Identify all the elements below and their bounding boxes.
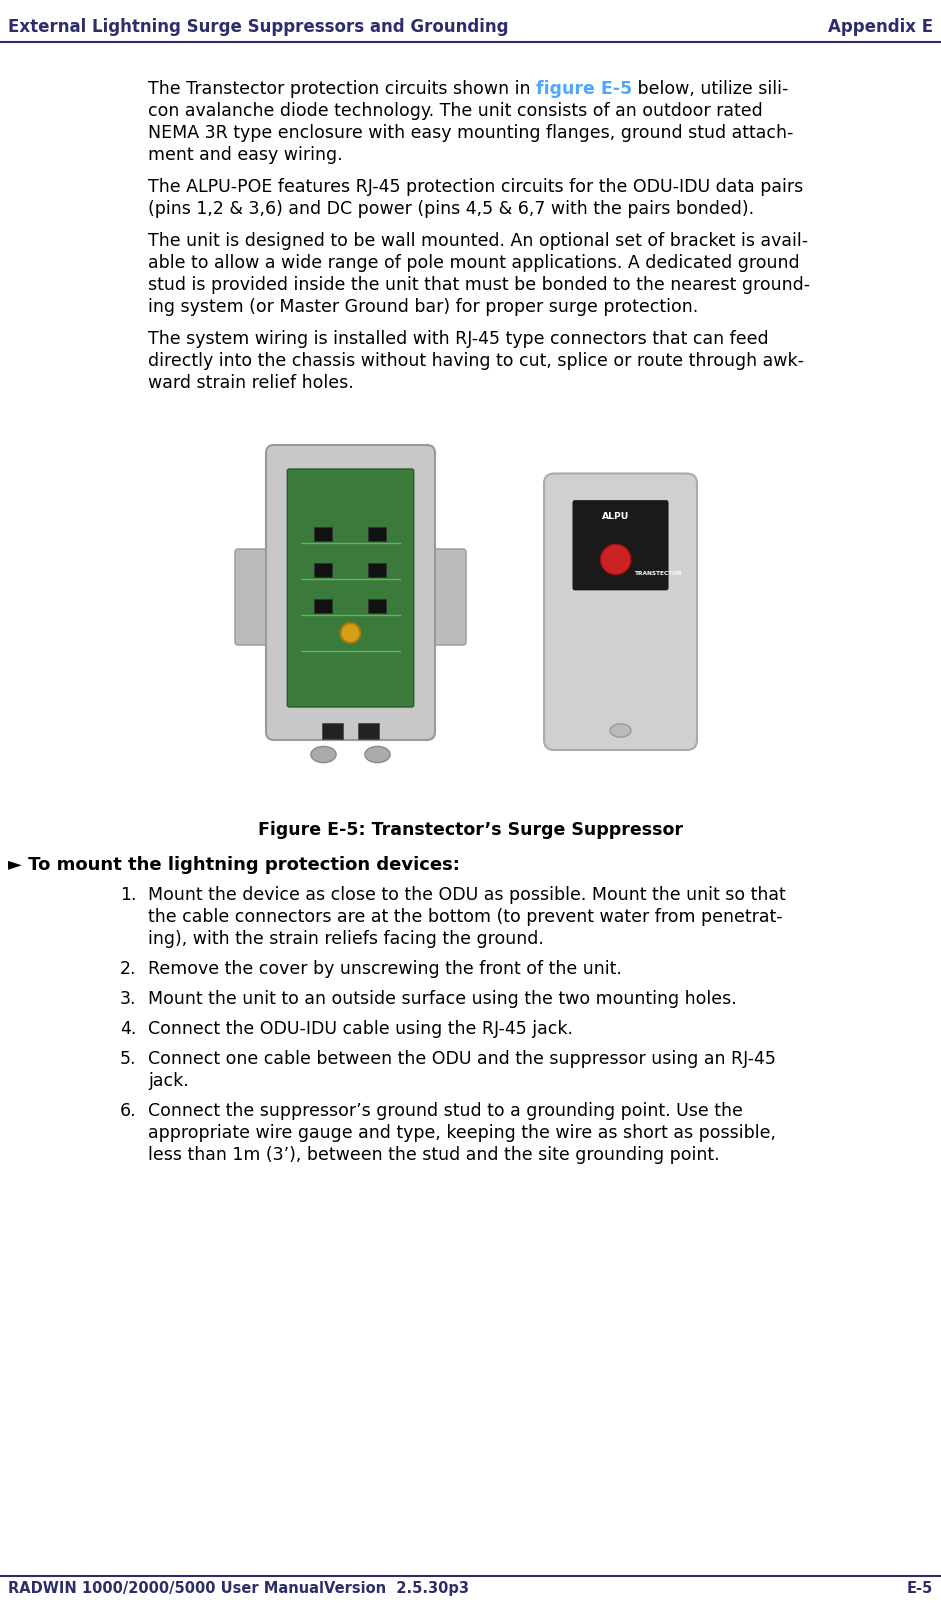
Text: (pins 1,2 & 3,6) and DC power (pins 4,5 & 6,7 with the pairs bonded).: (pins 1,2 & 3,6) and DC power (pins 4,5 … bbox=[148, 200, 754, 218]
Bar bbox=[314, 563, 332, 577]
Bar bbox=[314, 526, 332, 541]
Bar bbox=[369, 563, 387, 577]
Ellipse shape bbox=[341, 622, 360, 643]
Text: 2.: 2. bbox=[120, 961, 136, 978]
Text: ALPU: ALPU bbox=[601, 512, 629, 521]
Text: 6.: 6. bbox=[120, 1102, 136, 1120]
Ellipse shape bbox=[311, 746, 336, 762]
Ellipse shape bbox=[610, 723, 631, 738]
FancyBboxPatch shape bbox=[287, 468, 414, 707]
Text: the cable connectors are at the bottom (to prevent water from penetrat-: the cable connectors are at the bottom (… bbox=[148, 908, 783, 926]
Text: The ALPU-POE features RJ-45 protection circuits for the ODU-IDU data pairs: The ALPU-POE features RJ-45 protection c… bbox=[148, 178, 804, 196]
Text: The system wiring is installed with RJ-45 type connectors that can feed: The system wiring is installed with RJ-4… bbox=[148, 330, 769, 348]
Ellipse shape bbox=[600, 544, 631, 574]
Text: ing system (or Master Ground bar) for proper surge protection.: ing system (or Master Ground bar) for pr… bbox=[148, 298, 698, 316]
FancyBboxPatch shape bbox=[420, 549, 466, 645]
FancyBboxPatch shape bbox=[544, 473, 697, 751]
Text: ► To mount the lightning protection devices:: ► To mount the lightning protection devi… bbox=[8, 857, 460, 874]
Text: 3.: 3. bbox=[120, 990, 136, 1007]
FancyBboxPatch shape bbox=[266, 444, 435, 739]
Text: Figure E-5: Transtector’s Surge Suppressor: Figure E-5: Transtector’s Surge Suppress… bbox=[258, 821, 683, 839]
Text: The Transtector protection circuits shown in: The Transtector protection circuits show… bbox=[148, 80, 536, 98]
Text: RADWIN 1000/2000/5000 User ManualVersion  2.5.30p3: RADWIN 1000/2000/5000 User ManualVersion… bbox=[8, 1582, 469, 1596]
Bar bbox=[369, 526, 387, 541]
Text: figure E-5: figure E-5 bbox=[536, 80, 632, 98]
Text: External Lightning Surge Suppressors and Grounding: External Lightning Surge Suppressors and… bbox=[8, 18, 508, 35]
FancyBboxPatch shape bbox=[235, 549, 281, 645]
Text: TRANSTECTOR: TRANSTECTOR bbox=[635, 571, 682, 576]
Text: ment and easy wiring.: ment and easy wiring. bbox=[148, 146, 343, 164]
Text: 1.: 1. bbox=[120, 885, 136, 905]
Text: Connect one cable between the ODU and the suppressor using an RJ-45: Connect one cable between the ODU and th… bbox=[148, 1051, 776, 1068]
Bar bbox=[314, 598, 332, 613]
Text: Mount the unit to an outside surface using the two mounting holes.: Mount the unit to an outside surface usi… bbox=[148, 990, 737, 1007]
Text: 5.: 5. bbox=[120, 1051, 136, 1068]
Text: con avalanche diode technology. The unit consists of an outdoor rated: con avalanche diode technology. The unit… bbox=[148, 103, 763, 120]
Text: 4.: 4. bbox=[120, 1020, 136, 1038]
Text: Remove the cover by unscrewing the front of the unit.: Remove the cover by unscrewing the front… bbox=[148, 961, 622, 978]
Text: able to allow a wide range of pole mount applications. A dedicated ground: able to allow a wide range of pole mount… bbox=[148, 253, 800, 273]
Ellipse shape bbox=[365, 746, 391, 762]
Text: directly into the chassis without having to cut, splice or route through awk-: directly into the chassis without having… bbox=[148, 351, 804, 371]
Bar bbox=[322, 723, 343, 739]
Text: The unit is designed to be wall mounted. An optional set of bracket is avail-: The unit is designed to be wall mounted.… bbox=[148, 233, 808, 250]
Text: ing), with the strain reliefs facing the ground.: ing), with the strain reliefs facing the… bbox=[148, 930, 544, 948]
FancyBboxPatch shape bbox=[573, 500, 668, 590]
Text: less than 1m (3’), between the stud and the site grounding point.: less than 1m (3’), between the stud and … bbox=[148, 1145, 720, 1165]
Bar bbox=[190, 427, 751, 805]
Text: Appendix E: Appendix E bbox=[828, 18, 933, 35]
Bar bbox=[358, 723, 379, 739]
Text: Connect the suppressor’s ground stud to a grounding point. Use the: Connect the suppressor’s ground stud to … bbox=[148, 1102, 742, 1120]
Text: Mount the device as close to the ODU as possible. Mount the unit so that: Mount the device as close to the ODU as … bbox=[148, 885, 786, 905]
Text: NEMA 3R type enclosure with easy mounting flanges, ground stud attach-: NEMA 3R type enclosure with easy mountin… bbox=[148, 124, 793, 143]
Bar bbox=[369, 598, 387, 613]
Text: ward strain relief holes.: ward strain relief holes. bbox=[148, 374, 354, 391]
Text: appropriate wire gauge and type, keeping the wire as short as possible,: appropriate wire gauge and type, keeping… bbox=[148, 1124, 776, 1142]
Text: stud is provided inside the unit that must be bonded to the nearest ground-: stud is provided inside the unit that mu… bbox=[148, 276, 810, 294]
Text: jack.: jack. bbox=[148, 1071, 189, 1091]
Text: E-5: E-5 bbox=[907, 1582, 933, 1596]
Text: Connect the ODU-IDU cable using the RJ-45 jack.: Connect the ODU-IDU cable using the RJ-4… bbox=[148, 1020, 573, 1038]
Text: below, utilize sili-: below, utilize sili- bbox=[632, 80, 789, 98]
